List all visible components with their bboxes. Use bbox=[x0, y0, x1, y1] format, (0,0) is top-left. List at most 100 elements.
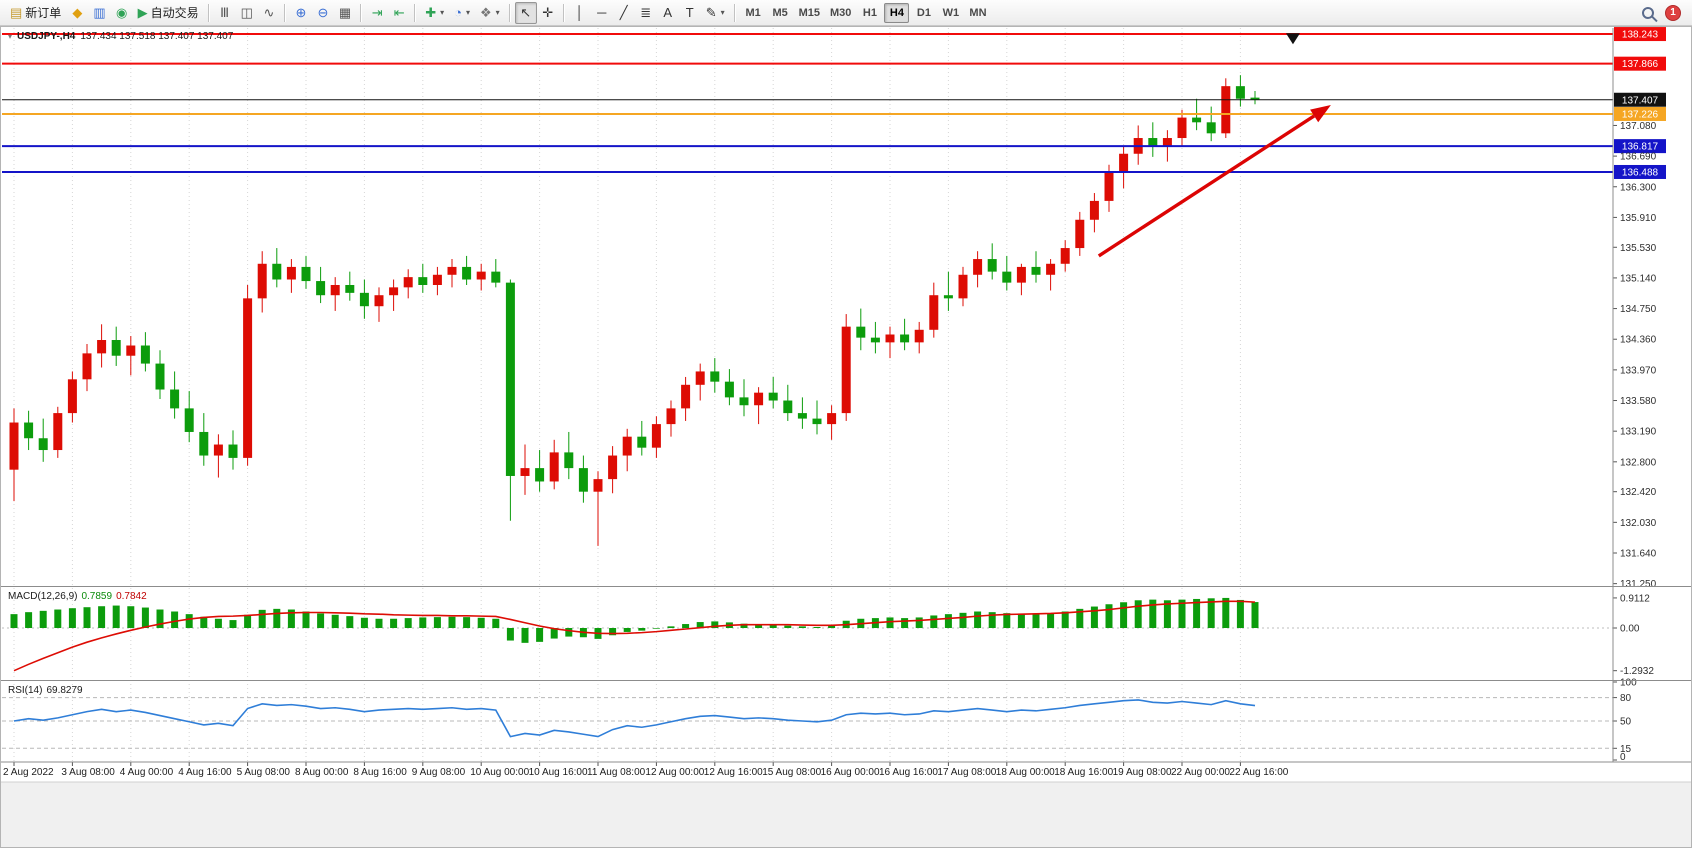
rsi-value: 69.8279 bbox=[46, 685, 83, 696]
search-icon[interactable] bbox=[1642, 6, 1654, 19]
zoom-in-icon[interactable]: ⊕ bbox=[290, 2, 312, 24]
svg-text:135.530: 135.530 bbox=[1620, 243, 1657, 254]
svg-text:133.580: 133.580 bbox=[1620, 396, 1657, 407]
svg-text:-1.2932: -1.2932 bbox=[1620, 666, 1654, 677]
reports-icon[interactable]: ▥ bbox=[88, 2, 110, 24]
svg-text:136.488: 136.488 bbox=[1622, 167, 1659, 178]
dropdown-caret-icon: ▾ bbox=[440, 8, 445, 17]
svg-text:15: 15 bbox=[1620, 744, 1632, 755]
arrows-icon: ✎ bbox=[705, 5, 717, 20]
timeframe-h1-button[interactable]: H1 bbox=[862, 6, 877, 19]
svg-text:0: 0 bbox=[1620, 752, 1626, 763]
svg-text:22 Aug 00:00: 22 Aug 00:00 bbox=[1171, 767, 1230, 778]
auto-trading-button[interactable]: ▶ 自动交易 bbox=[133, 2, 204, 24]
arrows-icon[interactable]: ✎ ▾ bbox=[701, 2, 730, 24]
svg-text:8 Aug 00:00: 8 Aug 00:00 bbox=[295, 767, 349, 778]
new-order-button[interactable]: ▤ 新订单 bbox=[5, 2, 66, 24]
toolbar-separator bbox=[283, 3, 286, 22]
price-pane bbox=[2, 33, 1613, 546]
macd-signal-line bbox=[13, 600, 1256, 672]
svg-text:133.190: 133.190 bbox=[1620, 427, 1657, 438]
toolbar-separator bbox=[733, 3, 736, 22]
svg-text:135.910: 135.910 bbox=[1620, 213, 1657, 224]
line-chart-type-icon: ∿ bbox=[263, 5, 275, 20]
svg-text:16 Aug 00:00: 16 Aug 00:00 bbox=[821, 767, 880, 778]
horizontal-line-icon: ─ bbox=[597, 5, 607, 20]
rsi-label: RSI(14) 69.8279 bbox=[8, 685, 83, 696]
svg-text:10 Aug 00:00: 10 Aug 00:00 bbox=[470, 767, 529, 778]
auto-scroll-icon[interactable]: ⇥ bbox=[366, 2, 388, 24]
rsi-line bbox=[13, 699, 1256, 738]
deposit-icon: ◆ bbox=[72, 5, 83, 20]
svg-text:137.080: 137.080 bbox=[1620, 121, 1657, 132]
line-chart-type-icon[interactable]: ∿ bbox=[258, 2, 280, 24]
timeframe-m5-button[interactable]: M5 bbox=[772, 6, 788, 19]
templates-icon[interactable]: ❖ ▾ bbox=[475, 2, 505, 24]
horizontal-line-icon[interactable]: ─ bbox=[591, 2, 613, 24]
candlestick-type-icon[interactable]: ◫ bbox=[236, 2, 258, 24]
toolbar-separator bbox=[360, 3, 363, 22]
notification-badge[interactable]: 1 bbox=[1665, 4, 1681, 21]
toolbar-separator bbox=[414, 3, 417, 22]
svg-text:0.9112: 0.9112 bbox=[1620, 593, 1650, 604]
zoom-out-icon[interactable]: ⊖ bbox=[312, 2, 334, 24]
timeframe-mn-button[interactable]: MN bbox=[969, 6, 987, 19]
deposit-icon[interactable]: ◆ bbox=[66, 2, 88, 24]
macd-main-value: 0.7859 bbox=[81, 591, 113, 602]
fibonacci-icon[interactable]: ≣ bbox=[635, 2, 657, 24]
dropdown-caret-icon: ▾ bbox=[720, 8, 725, 17]
svg-text:80: 80 bbox=[1620, 693, 1632, 704]
vertical-line-icon[interactable]: │ bbox=[569, 2, 591, 24]
tile-windows-icon: ▦ bbox=[338, 5, 352, 20]
text-icon: A bbox=[663, 5, 673, 20]
cursor-icon: ↖ bbox=[520, 5, 532, 20]
svg-text:4 Aug 00:00: 4 Aug 00:00 bbox=[120, 767, 174, 778]
indicators-icon[interactable]: ✚ ▾ bbox=[420, 2, 449, 24]
svg-text:131.640: 131.640 bbox=[1620, 548, 1657, 559]
bar-chart-type-icon[interactable]: Ⅲ bbox=[214, 2, 236, 24]
new-order-button-label: 新订单 bbox=[25, 6, 62, 20]
periods-icon[interactable]: ◔ ▾ bbox=[449, 2, 475, 24]
svg-text:100: 100 bbox=[1620, 678, 1637, 689]
toolbar-right: 1 bbox=[1642, 4, 1687, 21]
svg-text:132.420: 132.420 bbox=[1620, 487, 1657, 498]
chart-context-icon: ▾ bbox=[8, 32, 13, 41]
tile-windows-icon[interactable]: ▦ bbox=[334, 2, 356, 24]
trend-arrow-line bbox=[1097, 114, 1316, 258]
timeframe-w1-button[interactable]: W1 bbox=[942, 6, 960, 19]
auto-scroll-icon: ⇥ bbox=[371, 5, 383, 20]
reports-icon: ▥ bbox=[93, 5, 106, 20]
timeframe-h4-button[interactable]: H4 bbox=[884, 2, 910, 23]
support-icon[interactable]: ◉ bbox=[111, 2, 133, 24]
crosshair-icon[interactable]: ✛ bbox=[537, 2, 559, 24]
dropdown-caret-icon: ▾ bbox=[495, 8, 500, 17]
label-icon[interactable]: T bbox=[679, 2, 701, 24]
auto-trading-button-label: 自动交易 bbox=[150, 6, 199, 20]
svg-text:137.407: 137.407 bbox=[1622, 95, 1659, 106]
chart-window[interactable]: 138.243 137.866 137.407 137.226 136.817 136.4… bbox=[0, 26, 1692, 848]
text-icon[interactable]: A bbox=[657, 2, 679, 24]
chart-symbol-label: ▾ USDJPY-,H4 137.434 137.518 137.407 137… bbox=[8, 31, 233, 42]
timeframe-m15-button[interactable]: M15 bbox=[798, 6, 821, 19]
chart-canvas[interactable]: 138.243 137.866 137.407 137.226 136.817 136.4… bbox=[0, 26, 1692, 848]
timeframe-d1-button[interactable]: D1 bbox=[916, 6, 931, 19]
bar-chart-type-icon: Ⅲ bbox=[220, 5, 230, 20]
cursor-icon[interactable]: ↖ bbox=[514, 1, 537, 24]
annotations[interactable] bbox=[1097, 33, 1331, 258]
svg-text:15 Aug 08:00: 15 Aug 08:00 bbox=[762, 767, 821, 778]
timeframe-m30-button[interactable]: M30 bbox=[830, 6, 852, 19]
candlestick-type-icon: ◫ bbox=[240, 5, 253, 20]
new-order-icon: ▤ bbox=[10, 5, 23, 20]
svg-text:18 Aug 00:00: 18 Aug 00:00 bbox=[996, 767, 1055, 778]
symbol-period-text: USDJPY-,H4 bbox=[17, 31, 76, 42]
svg-text:137.866: 137.866 bbox=[1622, 59, 1659, 70]
trendline-icon[interactable]: ╱ bbox=[613, 2, 635, 24]
trendline-icon: ╱ bbox=[619, 5, 628, 20]
auto-trading-icon: ▶ bbox=[137, 5, 148, 20]
svg-text:50: 50 bbox=[1620, 717, 1632, 728]
timeframe-m1-button[interactable]: M1 bbox=[745, 6, 761, 19]
chart-shift-icon[interactable]: ⇤ bbox=[388, 2, 410, 24]
periods-icon: ◔ bbox=[454, 5, 462, 20]
price-axis: 138.243 137.866 137.407 137.226 136.817 136.4… bbox=[1613, 27, 1666, 763]
